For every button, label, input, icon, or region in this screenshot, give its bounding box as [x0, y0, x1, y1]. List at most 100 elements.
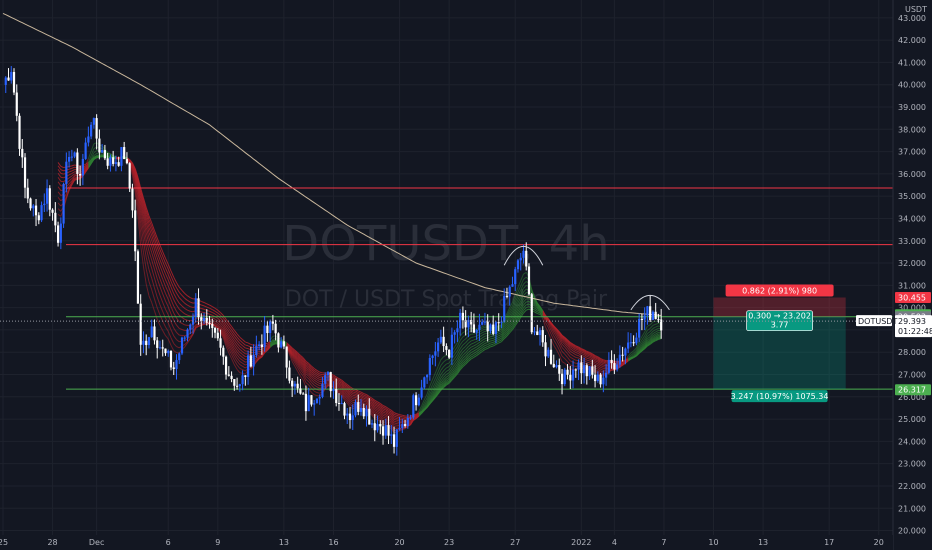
ribbon-segment: [434, 393, 439, 398]
price-axis[interactable]: [892, 0, 932, 550]
candle-body: [434, 351, 437, 356]
ribbon-segment: [151, 246, 155, 256]
ribbon-segment: [501, 326, 505, 332]
candle-body: [219, 338, 222, 348]
ribbon-segment: [594, 363, 599, 366]
ribbon-segment: [140, 215, 144, 233]
ribbon-segment: [294, 360, 299, 366]
ribbon-segment: [484, 341, 488, 344]
ribbon-segment: [537, 309, 541, 312]
ribbon-segment: [379, 407, 384, 411]
ribbon-segment: [225, 329, 230, 335]
ribbon-segment: [300, 363, 304, 368]
ribbon-segment: [597, 358, 601, 362]
ribbon-segment: [517, 306, 522, 312]
ribbon-segment: [396, 413, 400, 416]
ribbon-segment: [151, 230, 155, 240]
ribbon-segment: [635, 341, 640, 349]
candle-body: [533, 331, 536, 333]
ribbon-segment: [269, 343, 274, 347]
ribbon-segment: [597, 356, 601, 359]
ribbon-segment: [390, 421, 395, 426]
ribbon-segment: [415, 414, 420, 418]
ribbon-segment: [184, 313, 188, 316]
ribbon-segment: [539, 311, 544, 315]
ribbon-segment: [170, 286, 175, 294]
ribbon-segment: [523, 271, 527, 275]
grid: [0, 0, 893, 535]
ribbon-segment: [363, 394, 367, 397]
x-tick-label: 17: [824, 538, 834, 547]
ribbon-segment: [225, 334, 230, 340]
ribbon-segment: [68, 167, 72, 170]
ribbon-segment: [173, 327, 177, 333]
ribbon-segment: [294, 366, 299, 372]
ribbon-segment: [523, 285, 527, 289]
ribbon-segment: [638, 347, 643, 352]
candle-body: [616, 364, 619, 370]
ribbon-segment: [156, 270, 161, 280]
ribbon-segment: [129, 159, 133, 164]
candle-body: [566, 369, 569, 375]
ribbon-segment: [523, 288, 527, 293]
ribbon-segment: [440, 373, 445, 379]
ribbon-segment: [572, 345, 577, 349]
qty-box[interactable]: [746, 310, 813, 332]
ribbon-segment: [426, 396, 431, 404]
time-axis[interactable]: [0, 535, 893, 550]
ribbon-segment: [644, 336, 648, 342]
ribbon-segment: [649, 338, 654, 342]
ribbon-segment: [225, 332, 230, 338]
ribbon-segment: [523, 307, 527, 311]
ribbon-segment: [523, 301, 527, 306]
ribbon-segment: [437, 390, 442, 395]
ribbon-segment: [291, 348, 296, 352]
ribbon-segment: [649, 335, 654, 339]
ribbon-segment: [509, 305, 513, 311]
ribbon-segment: [649, 339, 654, 343]
ribbon-segment: [137, 207, 142, 233]
ma200-line: [2, 12, 662, 316]
ribbon-segment: [131, 162, 136, 169]
ribbon-segment: [349, 400, 354, 403]
ribbon-segment: [85, 165, 89, 170]
ribbon-segment: [289, 348, 293, 353]
ribbon-segment: [473, 341, 477, 344]
candle-body: [92, 118, 95, 125]
candle-body: [37, 215, 40, 221]
candle-body: [134, 210, 137, 252]
ribbon-segment: [448, 365, 453, 371]
ribbon-segment: [137, 192, 142, 211]
ribbon-segment: [231, 345, 235, 351]
ribbon-segment: [165, 308, 169, 315]
ribbon-segment: [65, 190, 70, 197]
arc-left-head[interactable]: [503, 246, 544, 266]
ribbon-segment: [456, 358, 461, 365]
ribbon-segment: [476, 351, 480, 355]
ribbon-segment: [176, 282, 180, 288]
ribbon-segment: [346, 392, 351, 396]
pattern-arcs[interactable]: [503, 246, 670, 311]
ribbon-segment: [286, 344, 290, 348]
ribbon-segment: [379, 415, 384, 420]
ribbon-segment: [652, 329, 656, 332]
ribbon-segment: [137, 216, 142, 246]
ribbon-segment: [269, 342, 274, 346]
candle-body: [321, 383, 324, 397]
ribbon-segment: [479, 351, 483, 354]
ribbon-segment: [426, 403, 431, 408]
ribbon-segment: [633, 355, 637, 358]
ribbon-segment: [586, 354, 590, 357]
ribbon-segment: [437, 374, 442, 381]
ribbon-segment: [239, 346, 243, 350]
candle-body: [525, 250, 528, 267]
candle-body: [340, 403, 343, 405]
ribbon-segment: [358, 390, 362, 393]
ribbon-segment: [170, 292, 175, 300]
ribbon-segment: [233, 336, 238, 341]
ribbon-segment: [382, 406, 386, 409]
ribbon-segment: [184, 302, 188, 306]
arc-right-head[interactable]: [630, 294, 670, 311]
